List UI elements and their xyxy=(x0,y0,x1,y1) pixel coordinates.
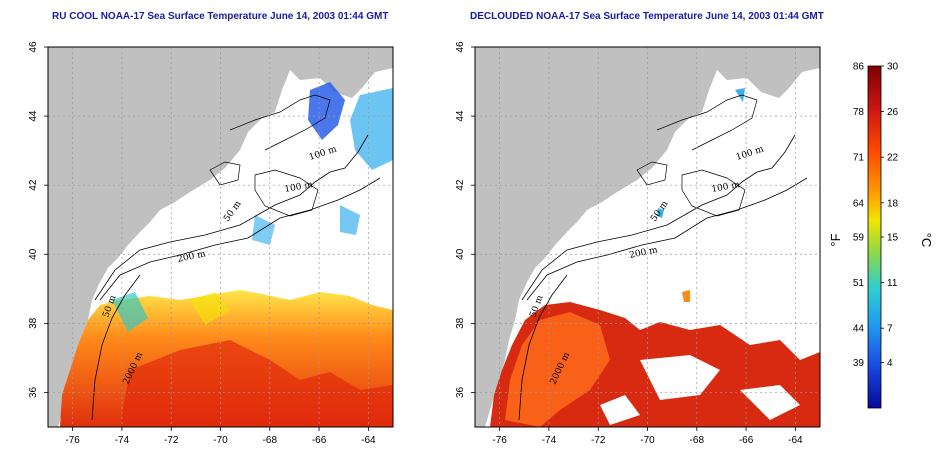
lon-tick-label: -64 xyxy=(788,435,803,446)
left-map-title: RU COOL NOAA-17 Sea Surface Temperature … xyxy=(52,11,389,22)
isobath-contour xyxy=(521,134,796,301)
celsius-tick-label: 26 xyxy=(887,107,899,118)
land-mass xyxy=(48,47,393,427)
lon-tick-label: -68 xyxy=(263,435,278,446)
lon-tick-label: -70 xyxy=(213,435,228,446)
lon-tick-label: -68 xyxy=(690,435,705,446)
right-map-gridlines xyxy=(475,47,820,427)
fahrenheit-tick-label: 78 xyxy=(853,107,865,118)
lon-tick-label: -66 xyxy=(312,435,327,446)
celsius-unit-label: °C xyxy=(919,233,934,248)
lat-tick-label: 42 xyxy=(28,179,39,191)
right-map-axes: -76 -74 -72 -70 -68 -66 -64 36 38 40 42 44 46 xyxy=(455,41,803,446)
lat-tick-label: 42 xyxy=(455,179,466,191)
lon-tick-label: -74 xyxy=(115,435,130,446)
fahrenheit-tick-label: 51 xyxy=(853,278,865,289)
fahrenheit-tick-label: 86 xyxy=(853,62,865,73)
lat-tick-label: 40 xyxy=(455,248,466,260)
lat-tick-label: 44 xyxy=(28,110,39,122)
lat-tick-label: 46 xyxy=(455,41,466,53)
lat-tick-label: 36 xyxy=(455,386,466,398)
land-mass xyxy=(475,47,820,427)
lon-tick-label: -76 xyxy=(65,435,80,446)
left-sst-map: 100 m 100 m 50 m 200 m 50 m 2000 m -76 -7… xyxy=(28,41,394,446)
celsius-tick-label: 4 xyxy=(887,358,893,369)
lat-tick-label: 38 xyxy=(28,317,39,329)
fahrenheit-tick-label: 59 xyxy=(853,233,865,244)
right-sst-map: 100 m 100 m 50 m 200 m 50 m 2000 m -76 -7… xyxy=(455,41,821,446)
contour-label: 100 m xyxy=(284,180,314,195)
lon-tick-label: -72 xyxy=(164,435,179,446)
fahrenheit-unit-label: °F xyxy=(828,233,843,246)
lat-tick-label: 38 xyxy=(455,317,466,329)
lon-tick-label: -72 xyxy=(591,435,606,446)
fahrenheit-tick-label: 71 xyxy=(853,153,865,164)
lon-tick-label: -70 xyxy=(640,435,655,446)
lat-tick-label: 40 xyxy=(28,248,39,260)
lat-tick-label: 36 xyxy=(28,386,39,398)
celsius-tick-label: 30 xyxy=(887,62,899,73)
right-map-title: DECLOUDED NOAA-17 Sea Surface Temperatur… xyxy=(470,11,824,22)
fahrenheit-tick-label: 39 xyxy=(853,358,865,369)
cold-patch xyxy=(308,82,345,140)
lon-tick-label: -74 xyxy=(542,435,557,446)
colorbar-gradient xyxy=(867,65,882,409)
lat-tick-label: 46 xyxy=(28,41,39,53)
isobath-contour xyxy=(94,134,369,301)
lat-tick-label: 44 xyxy=(455,110,466,122)
fahrenheit-tick-label: 64 xyxy=(853,198,865,209)
left-map-axes: -76 -74 -72 -70 -68 -66 -64 36 38 40 42 44 46 xyxy=(28,41,376,446)
lon-tick-label: -64 xyxy=(361,435,376,446)
contour-label: 100 m xyxy=(711,180,741,195)
celsius-tick-label: 22 xyxy=(887,153,899,164)
celsius-tick-label: 11 xyxy=(887,278,898,289)
celsius-tick-label: 15 xyxy=(887,233,899,244)
celsius-tick-label: 7 xyxy=(887,324,893,335)
lon-tick-label: -76 xyxy=(492,435,507,446)
fahrenheit-tick-label: 44 xyxy=(853,324,865,335)
left-map-gridlines xyxy=(48,47,393,427)
lon-tick-label: -66 xyxy=(739,435,754,446)
celsius-tick-label: 18 xyxy=(887,198,899,209)
